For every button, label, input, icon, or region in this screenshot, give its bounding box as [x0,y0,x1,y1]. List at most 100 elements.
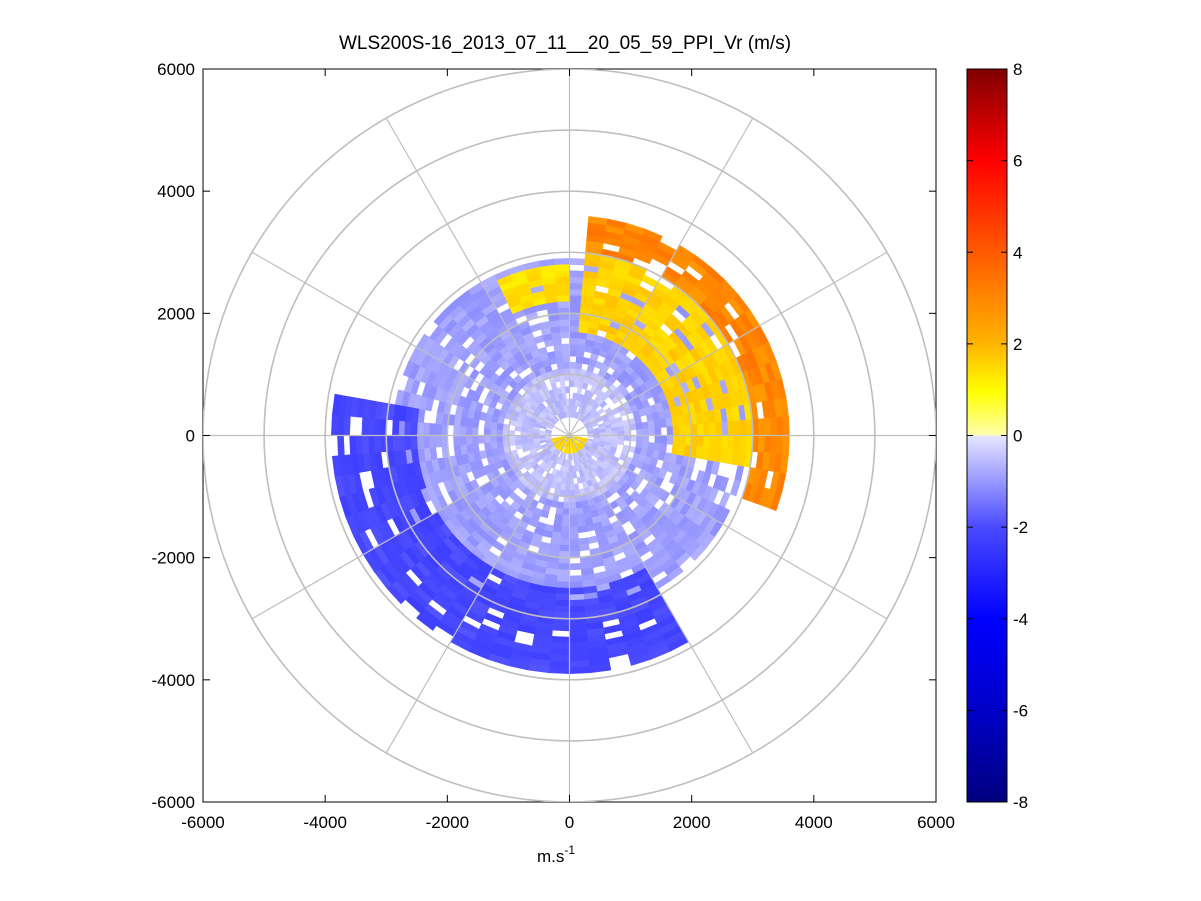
field-cell [550,648,570,656]
field-cell [416,612,437,631]
y-tick-label: 4000 [157,182,195,201]
field-cell [561,349,570,357]
field-cell [459,435,467,446]
field-cell [721,421,729,436]
field-cell [555,276,570,284]
field-cell [709,435,717,449]
azimuth-spoke [568,117,754,436]
colorbar-tick-label: 4 [1013,243,1022,262]
field-cell [557,569,570,577]
field-cell [434,423,442,436]
field-cell [561,514,570,522]
field-cell [428,435,436,448]
x-tick-label: 0 [565,813,574,832]
colorbar-tick-label: 8 [1013,60,1022,79]
field-cell [453,444,462,456]
field-cell [617,430,625,436]
field-cell [484,442,492,451]
field-cell [555,356,564,364]
field-cell [703,435,711,448]
field-cell [554,270,570,278]
field-cell [410,421,418,436]
field-cell [634,416,643,425]
field-cell [398,435,406,451]
field-cell [367,417,376,436]
field-cell [520,435,528,441]
field-cell [666,435,674,445]
field-cell [398,420,406,436]
field-cell [577,525,587,534]
velocity-field [331,216,790,674]
field-cell [575,501,583,509]
field-cell [554,599,570,607]
field-cell [560,331,570,339]
field-cell [331,414,339,436]
field-cell [569,642,589,650]
field-cell [514,439,522,446]
field-cell [636,435,644,443]
field-cell [484,420,492,429]
field-cell [666,426,674,436]
x-axis-label: m.s-1 [537,843,575,866]
field-cell [672,435,680,446]
field-cell [434,435,442,448]
field-cell [703,423,711,436]
x-axis: -6000 -4000 -2000 0 2000 4000 6000 [181,69,955,832]
field-cell [733,435,741,451]
field-cell [554,593,570,601]
field-sector-north-north-west [496,264,570,315]
field-cell [564,483,570,491]
field-cell [569,502,577,510]
field-cell [721,435,729,450]
field-cell [555,282,570,290]
field-cell [392,419,400,436]
field-cell [331,393,342,416]
field-cell [611,430,619,436]
colorbar-tick-label: -8 [1013,793,1028,812]
colorbar [966,68,1008,803]
colorbar-tick-label: -2 [1013,518,1028,537]
field-cell [733,420,741,436]
field-cell [561,520,570,528]
field-cell [410,435,418,450]
y-axis: -6000 -4000 -2000 0 2000 4000 6000 [152,60,936,812]
field-cell [556,362,564,370]
field-cell [422,422,430,436]
field-cell [678,425,686,436]
field-cell [569,581,584,589]
field-cell [560,526,570,534]
field-cell [659,443,668,453]
field-cell [553,605,570,613]
field-cell [471,426,479,436]
y-tick-label: -2000 [152,549,195,568]
colorbar-tick-label: 6 [1013,152,1022,171]
field-cell [465,435,473,445]
x-tick-label: -4000 [303,813,346,832]
field-cell [489,435,497,443]
field-cell [617,425,625,432]
field-cell [561,392,567,400]
field-cell [727,435,735,451]
field-cell [642,228,663,243]
x-tick-label: -2000 [426,813,469,832]
x-tick-label: 2000 [673,813,711,832]
field-cell [569,483,575,491]
field-cell [453,435,461,446]
field-cell [569,337,579,345]
field-cell [560,532,570,540]
field-cell [763,417,772,436]
field-cell [416,421,424,436]
field-cell [416,435,424,450]
field-cell [690,545,706,562]
colorbar-tick-label: -6 [1013,701,1028,720]
y-tick-label: -6000 [152,793,195,812]
field-cell [569,477,575,485]
field-cell [562,361,570,369]
field-cell [490,441,498,450]
field-cell [642,428,650,436]
field-cell [373,435,382,453]
field-cell [569,654,590,662]
field-cell [569,544,580,552]
x-tick-label: 4000 [795,813,833,832]
